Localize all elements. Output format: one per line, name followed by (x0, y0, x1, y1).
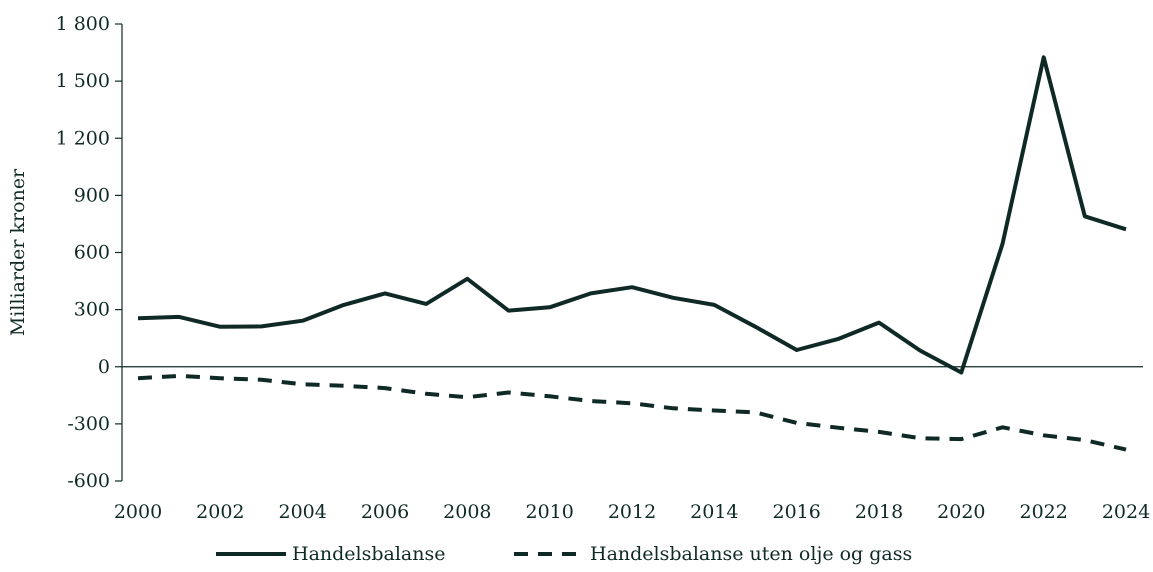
x-tick-label: 2010 (525, 501, 573, 523)
y-tick-label: 300 (74, 299, 110, 321)
y-tick-label: 900 (74, 184, 110, 206)
legend-label-2: Handelsbalanse uten olje og gass (590, 543, 912, 565)
y-tick-label: 1 500 (56, 70, 110, 92)
y-tick-label: 1 800 (56, 13, 110, 35)
series-line-2 (137, 373, 1127, 452)
x-tick-label: 2014 (690, 501, 738, 523)
y-tick-label: -300 (67, 413, 110, 435)
y-tick-label: 0 (98, 356, 110, 378)
x-tick-label: 2020 (937, 501, 985, 523)
x-tick-label: 2016 (772, 501, 820, 523)
y-tick-label: 600 (74, 242, 110, 264)
x-tick-label: 2002 (196, 501, 244, 523)
x-tick-label: 2012 (608, 501, 656, 523)
legend: Handelsbalanse Handelsbalanse uten olje o… (216, 543, 912, 565)
x-tick-label: 2018 (855, 501, 903, 523)
x-tick-label: 2024 (1102, 501, 1150, 523)
series-line-1 (137, 55, 1127, 375)
x-axis: 2000 2002 2004 2006 2008 2010 2012 2014 2016 2018… (114, 366, 1150, 523)
x-tick-label: 2000 (114, 501, 162, 523)
y-axis: -600 -300 0 300 600 900 1 200 1 500 1 800 (56, 13, 123, 492)
x-tick-label: 2022 (1019, 501, 1067, 523)
y-tick-label: -600 (67, 470, 110, 492)
y-tick-label: 1 200 (56, 127, 110, 149)
legend-label-1: Handelsbalanse (292, 543, 446, 565)
x-tick-label: 2006 (361, 501, 409, 523)
y-axis-title: Milliarder kroner (7, 168, 29, 336)
x-tick-label: 2004 (278, 501, 326, 523)
series-layer (137, 55, 1127, 452)
x-tick-label: 2008 (443, 501, 491, 523)
